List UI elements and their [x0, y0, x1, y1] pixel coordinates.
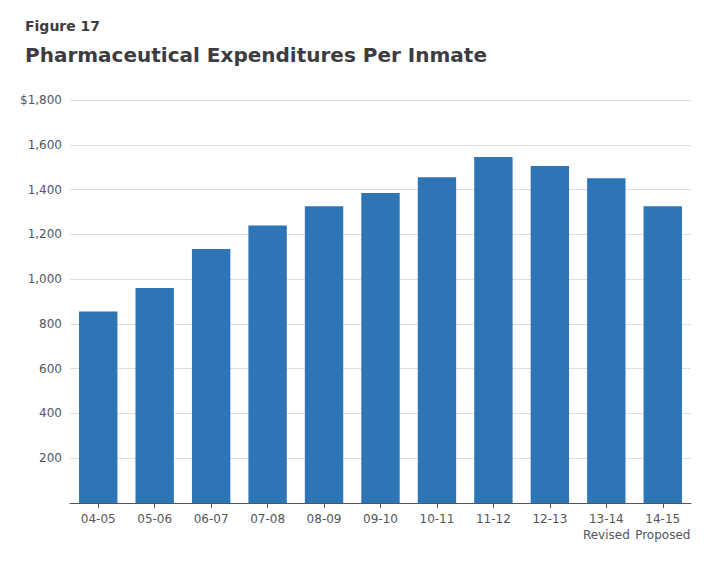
svg-text:Figure 17: Figure 17: [25, 18, 100, 34]
svg-text:11-12: 11-12: [476, 512, 511, 526]
svg-text:800: 800: [39, 317, 62, 331]
svg-text:06-07: 06-07: [194, 512, 229, 526]
svg-text:400: 400: [39, 406, 62, 420]
svg-text:1,400: 1,400: [28, 183, 62, 197]
svg-text:1,200: 1,200: [28, 227, 62, 241]
svg-text:05-06: 05-06: [137, 512, 172, 526]
svg-text:12-13: 12-13: [532, 512, 567, 526]
svg-text:10-11: 10-11: [420, 512, 455, 526]
svg-text:09-10: 09-10: [363, 512, 398, 526]
svg-text:200: 200: [39, 451, 62, 465]
svg-text:Pharmaceutical Expenditures Pe: Pharmaceutical Expenditures Per Inmate: [25, 43, 487, 67]
svg-text:Revised: Revised: [583, 528, 630, 542]
svg-text:13-14: 13-14: [589, 512, 624, 526]
svg-text:14-15: 14-15: [645, 512, 680, 526]
svg-text:07-08: 07-08: [250, 512, 285, 526]
svg-text:1,000: 1,000: [28, 272, 62, 286]
svg-text:$1,800: $1,800: [20, 93, 62, 107]
svg-text:600: 600: [39, 362, 62, 376]
svg-text:1,600: 1,600: [28, 138, 62, 152]
svg-text:Proposed: Proposed: [635, 528, 690, 542]
svg-text:04-05: 04-05: [81, 512, 116, 526]
svg-text:08-09: 08-09: [307, 512, 342, 526]
